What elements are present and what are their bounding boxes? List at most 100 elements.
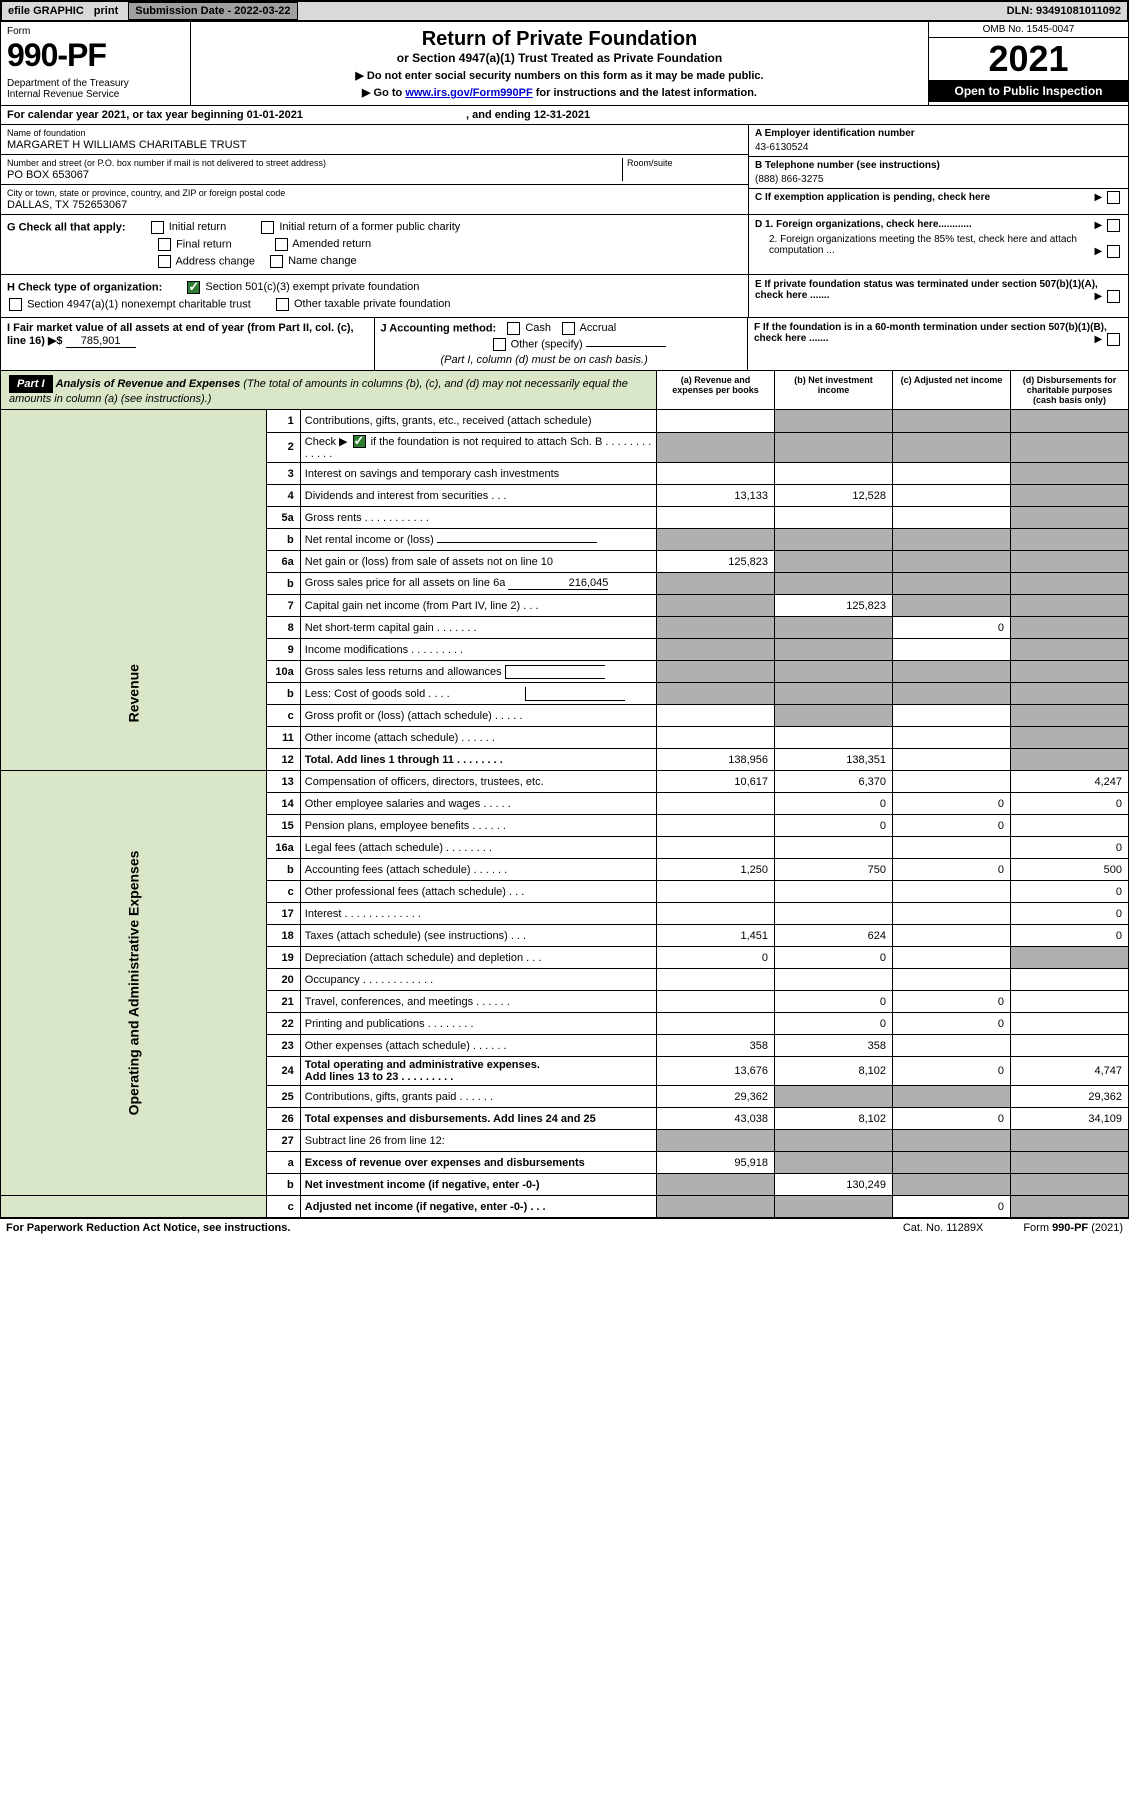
part1-label: Part I <box>9 375 53 393</box>
g-opt-0: Initial return <box>169 221 226 233</box>
cell-a: 138,956 <box>657 749 775 771</box>
g-chk-initial[interactable] <box>151 221 164 234</box>
d2-checkbox[interactable] <box>1107 245 1120 258</box>
j-label: J Accounting method: <box>381 322 497 334</box>
j-note: (Part I, column (d) must be on cash basi… <box>441 354 648 366</box>
row-num: c <box>266 881 300 903</box>
c-cell: C If exemption application is pending, c… <box>749 189 1128 206</box>
cell-b: 358 <box>775 1035 893 1057</box>
page-footer: For Paperwork Reduction Act Notice, see … <box>0 1218 1129 1237</box>
main-table: Revenue 1Contributions, gifts, grants, e… <box>0 410 1129 1218</box>
cell-d: 0 <box>1011 837 1129 859</box>
print-link[interactable]: print <box>90 3 122 19</box>
cell-d: 0 <box>1011 881 1129 903</box>
open-public: Open to Public Inspection <box>929 80 1128 102</box>
part1-desc: Part I Analysis of Revenue and Expenses … <box>1 371 656 409</box>
phone-value: (888) 866-3275 <box>755 174 1122 185</box>
note2-pre: ▶ Go to <box>362 87 405 99</box>
g-chk-name[interactable] <box>270 255 283 268</box>
side-expenses: Operating and Administrative Expenses <box>125 851 141 1116</box>
d1-label: D 1. Foreign organizations, check here..… <box>755 219 972 230</box>
h-chk-4947[interactable] <box>9 298 22 311</box>
h-opt-3: Other taxable private foundation <box>294 298 451 310</box>
row-desc: Travel, conferences, and meetings . . . … <box>300 991 656 1013</box>
row-desc: Capital gain net income (from Part IV, l… <box>300 595 656 617</box>
j-cash: Cash <box>525 322 551 334</box>
row-num: 8 <box>266 617 300 639</box>
part1-title: Analysis of Revenue and Expenses <box>56 378 241 390</box>
row-num: 18 <box>266 925 300 947</box>
j-cell: J Accounting method: Cash Accrual Other … <box>375 318 749 370</box>
footer-mid: Cat. No. 11289X <box>903 1222 984 1234</box>
h-chk-501c3[interactable] <box>187 281 200 294</box>
f-cell: F If the foundation is in a 60-month ter… <box>748 318 1128 370</box>
cell-c: 0 <box>893 991 1011 1013</box>
row-num: 22 <box>266 1013 300 1035</box>
j-accrual: Accrual <box>580 322 617 334</box>
g-left: G Check all that apply: Initial return I… <box>1 215 748 274</box>
r2-checkbox[interactable] <box>353 435 366 448</box>
ein-label: A Employer identification number <box>755 128 1122 139</box>
cell-b: 624 <box>775 925 893 947</box>
r2-pre: Check ▶ <box>305 436 351 448</box>
g-chk-address[interactable] <box>158 255 171 268</box>
row-desc: Net short-term capital gain . . . . . . … <box>300 617 656 639</box>
j-chk-accrual[interactable] <box>562 322 575 335</box>
f-checkbox[interactable] <box>1107 333 1120 346</box>
c-checkbox[interactable] <box>1107 191 1120 204</box>
cell-b: 0 <box>775 793 893 815</box>
city-value: DALLAS, TX 752653067 <box>7 199 742 211</box>
row-num: 2 <box>266 432 300 463</box>
row-num: b <box>266 859 300 881</box>
cell-b: 0 <box>775 1013 893 1035</box>
d1-checkbox[interactable] <box>1107 219 1120 232</box>
row-desc: Accounting fees (attach schedule) . . . … <box>300 859 656 881</box>
row-desc: Contributions, gifts, grants paid . . . … <box>300 1086 656 1108</box>
row-num: a <box>266 1152 300 1174</box>
g-chk-initial-public[interactable] <box>261 221 274 234</box>
h-opt-1: Section 501(c)(3) exempt private foundat… <box>205 281 419 293</box>
cell-a: 10,617 <box>657 771 775 793</box>
entity-left: Name of foundation MARGARET H WILLIAMS C… <box>1 125 748 214</box>
street-value: PO BOX 653067 <box>7 169 622 181</box>
omb-number: OMB No. 1545-0047 <box>929 22 1128 38</box>
r5b-text: Net rental income or (loss) <box>305 534 434 546</box>
row-num: b <box>266 529 300 551</box>
row-num: 9 <box>266 639 300 661</box>
g-chk-amended[interactable] <box>275 238 288 251</box>
table-row: Operating and Administrative Expenses 13… <box>1 771 1129 793</box>
side-revenue: Revenue <box>125 458 141 723</box>
row-num: 4 <box>266 485 300 507</box>
cell-a: 0 <box>657 947 775 969</box>
part1-cols: (a) Revenue and expenses per books (b) N… <box>656 371 1128 409</box>
cell-b: 125,823 <box>775 595 893 617</box>
row-desc: Excess of revenue over expenses and disb… <box>300 1152 656 1174</box>
h-chk-other-tax[interactable] <box>276 298 289 311</box>
cell-b: 12,528 <box>775 485 893 507</box>
r6b-val: 216,045 <box>508 577 608 590</box>
i-cell: I Fair market value of all assets at end… <box>1 318 375 370</box>
cal-begin: 01-01-2021 <box>247 109 303 121</box>
header-right: OMB No. 1545-0047 2021 Open to Public In… <box>928 22 1128 105</box>
row-num: 27 <box>266 1130 300 1152</box>
row-desc: Income modifications . . . . . . . . . <box>300 639 656 661</box>
form-subtitle: or Section 4947(a)(1) Trust Treated as P… <box>197 51 922 65</box>
row-num: b <box>266 683 300 705</box>
j-chk-cash[interactable] <box>507 322 520 335</box>
row-desc: Other expenses (attach schedule) . . . .… <box>300 1035 656 1057</box>
form-number: 990-PF <box>7 37 184 74</box>
entity-block: Name of foundation MARGARET H WILLIAMS C… <box>0 125 1129 215</box>
h-left: H Check type of organization: Section 50… <box>1 275 748 317</box>
j-chk-other[interactable] <box>493 338 506 351</box>
g-chk-final[interactable] <box>158 238 171 251</box>
cell-c: 0 <box>893 1013 1011 1035</box>
header-center: Return of Private Foundation or Section … <box>191 22 928 105</box>
note2-post: for instructions and the latest informat… <box>533 87 757 99</box>
col-c-header: (c) Adjusted net income <box>892 371 1010 409</box>
irs-link[interactable]: www.irs.gov/Form990PF <box>405 87 532 99</box>
top-bar: efile GRAPHIC print Submission Date - 20… <box>0 0 1129 22</box>
cal-mid: , and ending <box>466 109 534 121</box>
row-num: b <box>266 573 300 595</box>
g-right: D 1. Foreign organizations, check here..… <box>748 215 1128 274</box>
e-checkbox[interactable] <box>1107 290 1120 303</box>
